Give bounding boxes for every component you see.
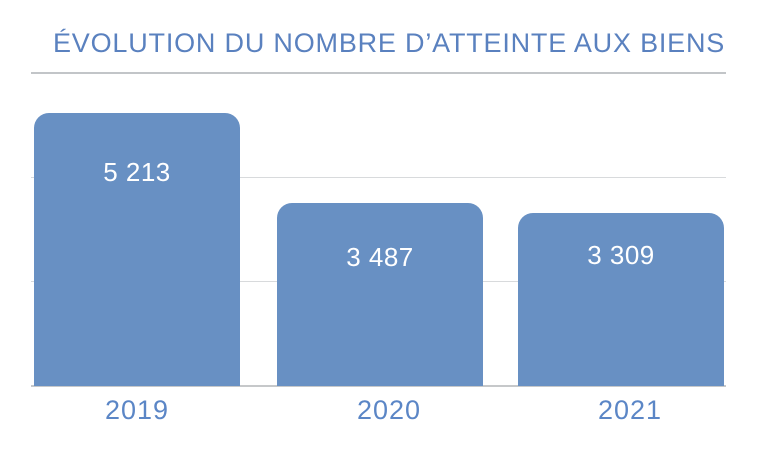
gridline <box>31 72 726 74</box>
x-axis-baseline <box>31 385 726 387</box>
x-axis-label-2019: 2019 <box>104 395 170 425</box>
bar-2020 <box>277 203 483 386</box>
bar-2021 <box>518 213 724 386</box>
bar-value-label: 5 213 <box>103 157 171 187</box>
gridline <box>31 177 726 178</box>
chart-title: ÉVOLUTION DU NOMBRE D’ATTEINTE AUX BIENS <box>53 28 726 58</box>
x-axis-label-2020: 2020 <box>356 395 422 425</box>
bar-2019 <box>34 113 240 386</box>
bar-value-label: 3 309 <box>587 240 655 270</box>
x-axis-label-2021: 2021 <box>597 395 663 425</box>
bar-value-label: 3 487 <box>346 242 414 272</box>
